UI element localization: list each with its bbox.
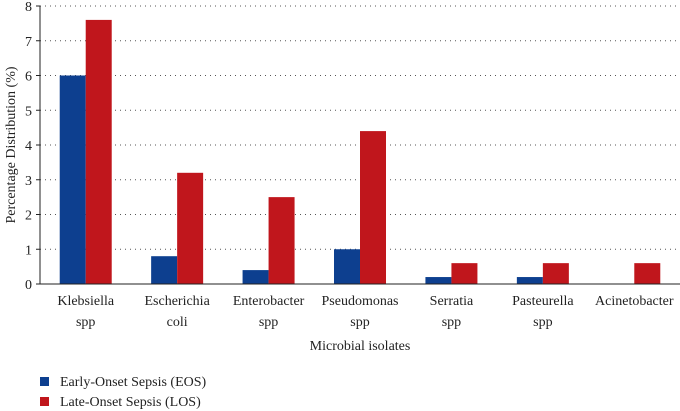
legend-label: Early-Onset Sepsis (EOS) bbox=[60, 375, 207, 390]
x-category-label: spp bbox=[350, 315, 369, 330]
y-tick-label: 7 bbox=[25, 35, 32, 50]
x-category-label: Acinetobacter bbox=[595, 294, 674, 309]
x-category-label: spp bbox=[533, 315, 552, 330]
y-tick-label: 0 bbox=[25, 278, 32, 293]
bar-los bbox=[85, 19, 112, 285]
legend: Early-Onset Sepsis (EOS) Late-Onset Sepsi… bbox=[40, 375, 207, 410]
bar-los bbox=[177, 172, 204, 284]
bar-los bbox=[451, 263, 478, 284]
x-category-label: Pasteurella bbox=[512, 294, 574, 309]
y-tick-label: 2 bbox=[25, 209, 32, 224]
y-tick-label: 4 bbox=[25, 139, 32, 154]
x-axis-title: Microbial isolates bbox=[310, 339, 411, 354]
bar-eos bbox=[242, 270, 269, 284]
y-tick-label: 5 bbox=[25, 104, 32, 119]
bar-eos bbox=[425, 277, 452, 284]
x-category-labels: Klebsiella spp Escherichia coli Enterobacter… bbox=[57, 294, 674, 330]
legend-swatch bbox=[40, 397, 49, 406]
x-category-label: coli bbox=[167, 315, 188, 330]
y-tick-label: 3 bbox=[25, 174, 32, 189]
x-category-label: Pseudomonas bbox=[322, 294, 399, 309]
bar-los bbox=[360, 131, 386, 284]
y-tick-label: 8 bbox=[25, 0, 32, 15]
bar-los bbox=[634, 263, 661, 284]
x-category-label: spp bbox=[76, 315, 95, 330]
y-tick-label: 6 bbox=[25, 70, 32, 85]
bars bbox=[59, 19, 661, 285]
x-category-label: Klebsiella bbox=[57, 294, 115, 309]
x-category-label: spp bbox=[442, 315, 461, 330]
y-ticks: 0 1 2 3 4 5 6 7 8 bbox=[25, 0, 40, 293]
bar-los bbox=[268, 197, 295, 284]
y-axis-title: Percentage Distribution (%) bbox=[4, 66, 19, 223]
x-category-label: Enterobacter bbox=[233, 294, 305, 309]
bar-eos bbox=[151, 256, 178, 284]
legend-swatch bbox=[40, 377, 49, 386]
bar-eos bbox=[334, 249, 360, 284]
y-tick-label: 1 bbox=[25, 243, 32, 258]
legend-label: Late-Onset Sepsis (LOS) bbox=[60, 395, 201, 410]
x-category-label: Escherichia bbox=[144, 294, 210, 309]
bar-eos bbox=[59, 75, 86, 284]
x-category-label: spp bbox=[259, 315, 278, 330]
x-category-label: Serratia bbox=[430, 294, 474, 309]
bar-eos bbox=[516, 277, 543, 284]
bar-los bbox=[542, 263, 569, 284]
